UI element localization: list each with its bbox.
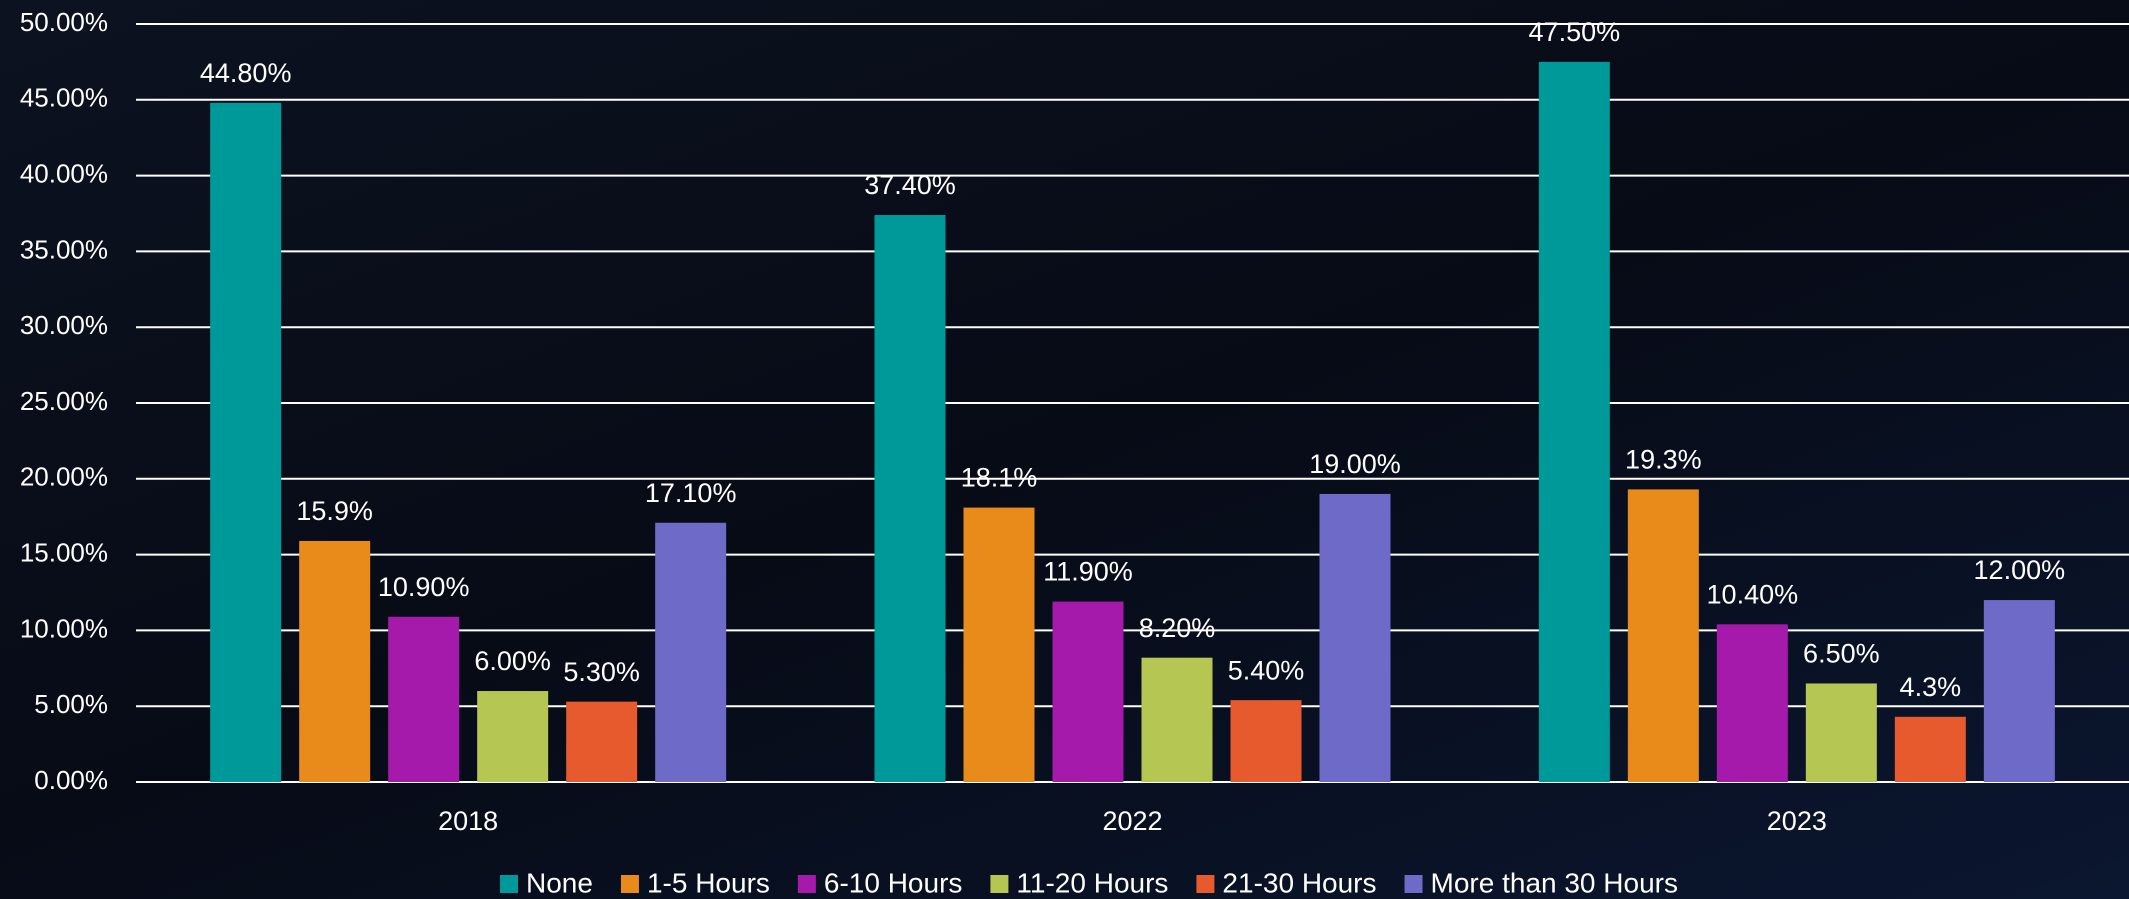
data-label: 8.20% bbox=[1139, 613, 1216, 643]
y-tick-label: 50.00% bbox=[20, 7, 108, 37]
bar bbox=[388, 616, 460, 782]
y-tick-label: 10.00% bbox=[20, 613, 108, 643]
legend-swatch bbox=[990, 875, 1009, 893]
legend: None 1-5 Hours 6-10 Hours 11-20 Hours 21-30 … bbox=[500, 867, 1678, 898]
data-label: 17.10% bbox=[645, 478, 737, 508]
bar bbox=[963, 507, 1035, 782]
bar bbox=[1141, 657, 1213, 782]
y-tick-label: 45.00% bbox=[20, 83, 108, 113]
bar bbox=[1716, 624, 1788, 782]
y-tick-label: 25.00% bbox=[20, 386, 108, 416]
data-label: 5.30% bbox=[563, 657, 640, 687]
legend-label: 11-20 Hours bbox=[1016, 867, 1168, 898]
y-tick-label: 20.00% bbox=[20, 462, 108, 492]
legend-label: None bbox=[526, 867, 593, 898]
y-tick-label: 40.00% bbox=[20, 158, 108, 188]
y-tick-label: 30.00% bbox=[20, 310, 108, 340]
x-tick-label: 2023 bbox=[1767, 806, 1827, 836]
legend-swatch bbox=[1404, 875, 1423, 893]
legend-label: 21-30 Hours bbox=[1222, 867, 1376, 898]
legend-label: 6-10 Hours bbox=[824, 867, 963, 898]
legend-swatch bbox=[797, 875, 816, 893]
data-label: 5.40% bbox=[1228, 655, 1305, 685]
data-label: 4.3% bbox=[1900, 672, 1962, 702]
legend-swatch bbox=[500, 875, 519, 893]
data-label: 10.90% bbox=[378, 572, 470, 602]
bar bbox=[1805, 683, 1877, 782]
data-label: 6.50% bbox=[1803, 639, 1880, 669]
data-label: 12.00% bbox=[1974, 555, 2066, 585]
y-tick-label: 5.00% bbox=[34, 689, 108, 719]
bar bbox=[874, 215, 946, 783]
bar bbox=[566, 701, 638, 782]
y-tick-label: 15.00% bbox=[20, 537, 108, 567]
data-label: 10.40% bbox=[1707, 579, 1799, 609]
bar bbox=[1983, 600, 2055, 782]
data-label: 44.80% bbox=[200, 58, 292, 88]
data-label: 11.90% bbox=[1043, 557, 1133, 587]
y-tick-label: 35.00% bbox=[20, 234, 108, 264]
legend-swatch bbox=[620, 875, 639, 893]
legend-label: More than 30 Hours bbox=[1431, 867, 1678, 898]
legend-swatch bbox=[1196, 875, 1215, 893]
y-tick-label: 0.00% bbox=[34, 765, 108, 795]
data-label: 6.00% bbox=[474, 646, 551, 676]
data-label: 19.3% bbox=[1625, 445, 1702, 475]
data-label: 18.1% bbox=[961, 463, 1038, 493]
bar bbox=[210, 102, 282, 782]
data-label: 37.40% bbox=[864, 170, 956, 200]
bar bbox=[1230, 700, 1302, 782]
data-label: 19.00% bbox=[1309, 449, 1401, 479]
bar bbox=[1894, 716, 1966, 782]
bar bbox=[1538, 61, 1610, 782]
bar bbox=[477, 691, 549, 782]
legend-label: 1-5 Hours bbox=[647, 867, 770, 898]
bar bbox=[1627, 489, 1699, 782]
data-label: 47.50% bbox=[1529, 17, 1621, 47]
x-tick-label: 2022 bbox=[1102, 806, 1162, 836]
bar bbox=[1319, 493, 1391, 782]
x-tick-label: 2018 bbox=[438, 806, 498, 836]
bar bbox=[299, 540, 371, 782]
data-label: 15.9% bbox=[296, 496, 373, 526]
bar bbox=[1052, 601, 1124, 782]
bar bbox=[655, 522, 727, 782]
